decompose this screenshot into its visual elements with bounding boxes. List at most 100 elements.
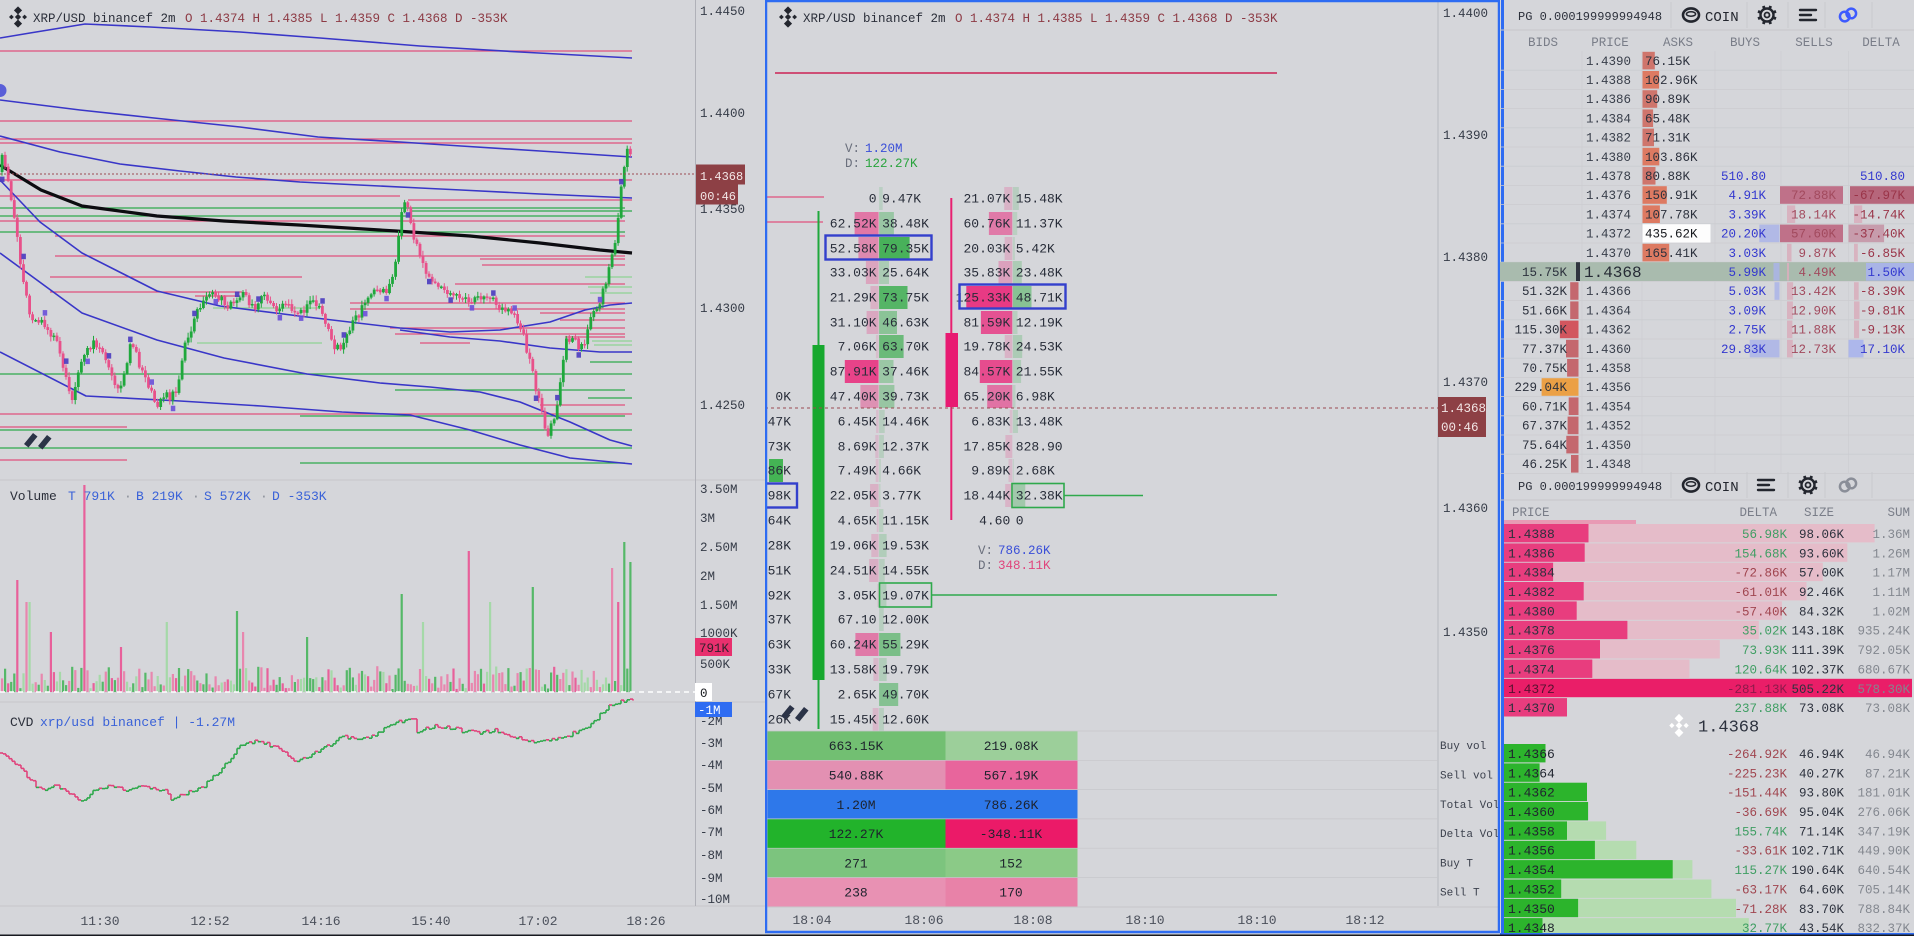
svg-text:67.10: 67.10 <box>838 613 877 628</box>
svg-text:786.26K: 786.26K <box>984 798 1039 813</box>
svg-text:63.70K: 63.70K <box>882 340 929 355</box>
svg-text:1.4380: 1.4380 <box>1443 251 1488 265</box>
svg-text:219.08K: 219.08K <box>984 739 1039 754</box>
svg-text:15.45K: 15.45K <box>830 713 877 728</box>
svg-text:O 1.4374 H 1.4385 L 1.4359 C 1: O 1.4374 H 1.4385 L 1.4359 C 1.4368 D -3… <box>955 12 1278 26</box>
svg-text:46.94K: 46.94K <box>1865 748 1911 762</box>
svg-text:13.58K: 13.58K <box>830 663 877 678</box>
svg-text:93.80K: 93.80K <box>1799 787 1845 801</box>
svg-text:24.53K: 24.53K <box>1016 340 1063 355</box>
svg-text:1.4362: 1.4362 <box>1508 786 1555 801</box>
svg-text:23.48K: 23.48K <box>1016 266 1063 281</box>
svg-text:-225.23K: -225.23K <box>1727 767 1788 781</box>
svg-text:6.98K: 6.98K <box>1016 390 1055 405</box>
svg-text:-9.81K: -9.81K <box>1860 304 1906 318</box>
svg-text:786.26K: 786.26K <box>998 544 1051 558</box>
svg-text:12:52: 12:52 <box>190 914 229 929</box>
svg-text:155.74K: 155.74K <box>1734 825 1787 839</box>
svg-text:1.4368: 1.4368 <box>1584 264 1642 282</box>
svg-text:-7M: -7M <box>700 826 723 840</box>
svg-text:1.4366: 1.4366 <box>1508 747 1555 762</box>
svg-text:Volume: Volume <box>10 489 57 504</box>
svg-text:92.46K: 92.46K <box>1799 586 1845 600</box>
svg-text:-8M: -8M <box>700 849 723 863</box>
svg-text:1.4368: 1.4368 <box>1441 402 1486 416</box>
svg-text:1.4370: 1.4370 <box>1508 701 1555 716</box>
svg-text:Sell vol: Sell vol <box>1440 770 1493 782</box>
svg-text:1.50M: 1.50M <box>700 599 738 613</box>
svg-text:18:08: 18:08 <box>1013 913 1052 928</box>
svg-text:63K: 63K <box>768 638 792 653</box>
svg-text:18:10: 18:10 <box>1237 913 1276 928</box>
svg-text:95.04K: 95.04K <box>1799 806 1845 820</box>
svg-text:52.58K: 52.58K <box>830 242 877 257</box>
svg-text:640.54K: 640.54K <box>1857 864 1910 878</box>
svg-text:4.66K: 4.66K <box>882 464 921 479</box>
svg-text:271: 271 <box>844 856 868 871</box>
svg-text:64K: 64K <box>768 514 792 529</box>
svg-text:18:12: 18:12 <box>1345 913 1384 928</box>
svg-text:·: · <box>260 489 268 504</box>
svg-text:791K: 791K <box>699 642 730 656</box>
svg-text:·: · <box>192 489 200 504</box>
svg-text:3M: 3M <box>700 512 715 526</box>
svg-text:COIN: COIN <box>1705 480 1739 496</box>
svg-text:39.73K: 39.73K <box>882 390 929 405</box>
svg-text:43.54K: 43.54K <box>1799 922 1845 936</box>
svg-text:84.32K: 84.32K <box>1799 605 1845 619</box>
svg-text:87.91K: 87.91K <box>830 365 877 380</box>
svg-text:4.49K: 4.49K <box>1798 266 1836 280</box>
svg-text:PG 0.000199999994948: PG 0.000199999994948 <box>1518 480 1662 494</box>
svg-text:1.4374: 1.4374 <box>1508 662 1555 677</box>
svg-text:-36.69K: -36.69K <box>1734 806 1787 820</box>
svg-text:1.4348: 1.4348 <box>1586 458 1631 472</box>
svg-text:705.14K: 705.14K <box>1857 883 1910 897</box>
svg-text:57.60K: 57.60K <box>1791 228 1837 242</box>
svg-text:1.4384: 1.4384 <box>1508 566 1555 581</box>
svg-text:-63.17K: -63.17K <box>1734 883 1787 897</box>
svg-text:-67.97K: -67.97K <box>1852 189 1905 203</box>
svg-text:SUM: SUM <box>1887 506 1910 520</box>
svg-text:B 219K: B 219K <box>136 489 183 504</box>
svg-text:BUYS: BUYS <box>1730 36 1760 50</box>
svg-text:47.40K: 47.40K <box>830 390 877 405</box>
svg-text:T 791K: T 791K <box>68 489 115 504</box>
svg-text:792.05K: 792.05K <box>1857 644 1910 658</box>
svg-text:788.84K: 788.84K <box>1857 903 1910 917</box>
svg-text:9.89K: 9.89K <box>971 464 1010 479</box>
svg-text:1.4360: 1.4360 <box>1508 805 1555 820</box>
svg-text:18:04: 18:04 <box>792 913 831 928</box>
svg-text:·: · <box>124 489 132 504</box>
svg-text:0: 0 <box>869 192 877 207</box>
svg-text:65.20K: 65.20K <box>963 390 1010 405</box>
svg-text:3.50M: 3.50M <box>700 483 738 497</box>
svg-text:71.14K: 71.14K <box>1799 825 1845 839</box>
svg-text:1.4382: 1.4382 <box>1586 132 1631 146</box>
svg-text:7.06K: 7.06K <box>838 340 877 355</box>
svg-text:1.4390: 1.4390 <box>1586 55 1631 69</box>
svg-text:64.60K: 64.60K <box>1799 883 1845 897</box>
svg-text:1.4374: 1.4374 <box>1586 208 1631 222</box>
svg-text:1.4360: 1.4360 <box>1443 502 1488 516</box>
svg-text:12.00K: 12.00K <box>882 613 929 628</box>
svg-text:578.30K: 578.30K <box>1857 683 1910 697</box>
svg-text:1.20M: 1.20M <box>865 142 903 156</box>
svg-text:1.4368: 1.4368 <box>700 170 743 184</box>
svg-text:505.22K: 505.22K <box>1791 683 1844 697</box>
svg-text:190.64K: 190.64K <box>1791 864 1844 878</box>
svg-text:1.4386: 1.4386 <box>1508 546 1555 561</box>
svg-text:1.4364: 1.4364 <box>1586 304 1631 318</box>
svg-text:S 572K: S 572K <box>204 489 251 504</box>
svg-text:Buy T: Buy T <box>1440 858 1473 870</box>
svg-text:77.37K: 77.37K <box>1522 343 1568 357</box>
svg-text:19.79K: 19.79K <box>882 663 929 678</box>
svg-text:1.02M: 1.02M <box>1872 605 1910 619</box>
svg-text:37K: 37K <box>768 613 792 628</box>
svg-text:-37.40K: -37.40K <box>1852 228 1905 242</box>
svg-text:17:02: 17:02 <box>518 914 557 929</box>
svg-text:1.4400: 1.4400 <box>1443 7 1488 21</box>
svg-text:510.80: 510.80 <box>1721 170 1766 184</box>
svg-text:75.64K: 75.64K <box>1522 439 1568 453</box>
svg-text:6.83K: 6.83K <box>971 415 1010 430</box>
svg-text:103.86K: 103.86K <box>1645 151 1698 165</box>
